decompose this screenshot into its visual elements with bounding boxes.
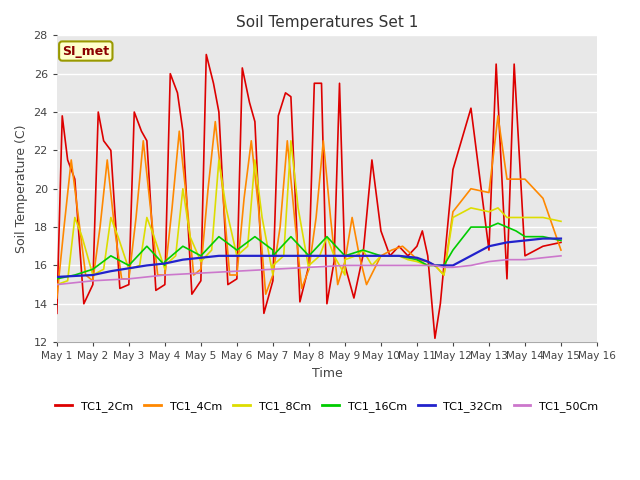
X-axis label: Time: Time	[312, 367, 342, 380]
Text: SI_met: SI_met	[62, 45, 109, 58]
Title: Soil Temperatures Set 1: Soil Temperatures Set 1	[236, 15, 418, 30]
Y-axis label: Soil Temperature (C): Soil Temperature (C)	[15, 124, 28, 253]
Legend: TC1_2Cm, TC1_4Cm, TC1_8Cm, TC1_16Cm, TC1_32Cm, TC1_50Cm: TC1_2Cm, TC1_4Cm, TC1_8Cm, TC1_16Cm, TC1…	[51, 397, 603, 417]
